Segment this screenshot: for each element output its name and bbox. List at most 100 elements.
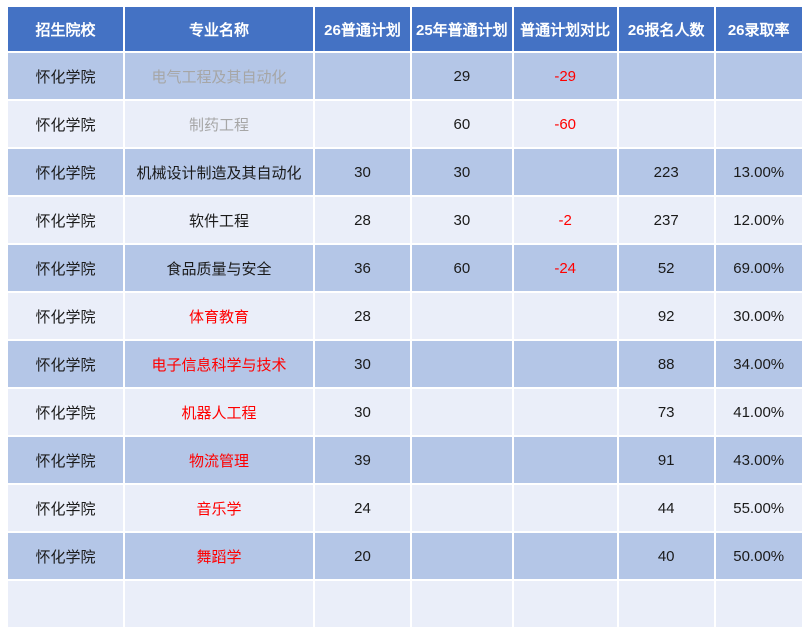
cell-major: 音乐学 <box>125 485 313 531</box>
cell-diff <box>513 437 617 483</box>
cell-diff: -60 <box>513 101 617 147</box>
cell-rate26 <box>715 581 802 627</box>
cell-major: 机器人工程 <box>125 389 313 435</box>
admissions-table-wrapper: 招生院校 专业名称 26普通计划 25年普通计划 普通计划对比 26报名人数 2… <box>6 5 804 629</box>
cell-rate26: 55.00% <box>715 485 802 531</box>
cell-plan25 <box>412 437 512 483</box>
cell-school: 怀化学院 <box>8 197 123 243</box>
cell-diff <box>513 389 617 435</box>
cell-plan26: 20 <box>315 533 410 579</box>
table-body: 怀化学院 电气工程及其自动化 29 -29 怀化学院 制药工程 60 -60 怀化学院 机械设计制… <box>8 53 802 627</box>
header-school: 招生院校 <box>8 7 123 51</box>
cell-plan25 <box>412 341 512 387</box>
cell-diff <box>513 341 617 387</box>
cell-major: 制药工程 <box>125 101 313 147</box>
cell-school: 怀化学院 <box>8 437 123 483</box>
cell-diff <box>513 485 617 531</box>
cell-applicants26 <box>618 53 714 99</box>
admissions-table: 招生院校 专业名称 26普通计划 25年普通计划 普通计划对比 26报名人数 2… <box>6 5 804 629</box>
cell-applicants26: 73 <box>618 389 714 435</box>
cell-plan26: 24 <box>315 485 410 531</box>
cell-plan26 <box>315 581 410 627</box>
cell-plan26: 30 <box>315 341 410 387</box>
cell-school: 怀化学院 <box>8 533 123 579</box>
cell-plan25: 60 <box>412 101 512 147</box>
header-row: 招生院校 专业名称 26普通计划 25年普通计划 普通计划对比 26报名人数 2… <box>8 7 802 51</box>
cell-diff <box>513 581 617 627</box>
table-row: 怀化学院 机器人工程 30 73 41.00% <box>8 389 802 435</box>
cell-school: 怀化学院 <box>8 149 123 195</box>
cell-school: 怀化学院 <box>8 101 123 147</box>
cell-plan26: 30 <box>315 389 410 435</box>
cell-diff: -2 <box>513 197 617 243</box>
cell-major: 电子信息科学与技术 <box>125 341 313 387</box>
cell-school <box>8 581 123 627</box>
cell-plan25 <box>412 485 512 531</box>
table-row: 怀化学院 舞蹈学 20 40 50.00% <box>8 533 802 579</box>
cell-applicants26: 223 <box>618 149 714 195</box>
table-row: 怀化学院 电子信息科学与技术 30 88 34.00% <box>8 341 802 387</box>
table-row: 怀化学院 软件工程 28 30 -2 237 12.00% <box>8 197 802 243</box>
cell-major: 机械设计制造及其自动化 <box>125 149 313 195</box>
table-row-partial <box>8 581 802 627</box>
cell-plan25: 60 <box>412 245 512 291</box>
cell-plan26 <box>315 101 410 147</box>
cell-school: 怀化学院 <box>8 341 123 387</box>
cell-rate26: 41.00% <box>715 389 802 435</box>
cell-major: 电气工程及其自动化 <box>125 53 313 99</box>
cell-rate26: 43.00% <box>715 437 802 483</box>
cell-diff: -29 <box>513 53 617 99</box>
header-diff: 普通计划对比 <box>513 7 617 51</box>
table-row: 怀化学院 机械设计制造及其自动化 30 30 223 13.00% <box>8 149 802 195</box>
cell-plan26: 28 <box>315 197 410 243</box>
cell-plan25: 30 <box>412 149 512 195</box>
cell-rate26: 50.00% <box>715 533 802 579</box>
cell-school: 怀化学院 <box>8 389 123 435</box>
cell-major: 软件工程 <box>125 197 313 243</box>
cell-rate26: 30.00% <box>715 293 802 339</box>
cell-plan26: 30 <box>315 149 410 195</box>
cell-applicants26: 237 <box>618 197 714 243</box>
cell-plan25 <box>412 581 512 627</box>
cell-major: 食品质量与安全 <box>125 245 313 291</box>
header-plan25: 25年普通计划 <box>412 7 512 51</box>
table-row: 怀化学院 电气工程及其自动化 29 -29 <box>8 53 802 99</box>
cell-rate26: 34.00% <box>715 341 802 387</box>
cell-school: 怀化学院 <box>8 53 123 99</box>
cell-rate26: 13.00% <box>715 149 802 195</box>
cell-rate26 <box>715 101 802 147</box>
table-header: 招生院校 专业名称 26普通计划 25年普通计划 普通计划对比 26报名人数 2… <box>8 7 802 51</box>
cell-plan26: 36 <box>315 245 410 291</box>
cell-plan25: 30 <box>412 197 512 243</box>
cell-plan26 <box>315 53 410 99</box>
cell-diff: -24 <box>513 245 617 291</box>
cell-applicants26 <box>618 581 714 627</box>
cell-major <box>125 581 313 627</box>
header-applicants26: 26报名人数 <box>618 7 714 51</box>
cell-applicants26: 92 <box>618 293 714 339</box>
table-row: 怀化学院 体育教育 28 92 30.00% <box>8 293 802 339</box>
cell-plan25 <box>412 389 512 435</box>
cell-applicants26: 40 <box>618 533 714 579</box>
cell-diff <box>513 149 617 195</box>
header-major: 专业名称 <box>125 7 313 51</box>
cell-plan26: 39 <box>315 437 410 483</box>
header-plan26: 26普通计划 <box>315 7 410 51</box>
cell-major: 体育教育 <box>125 293 313 339</box>
cell-applicants26: 52 <box>618 245 714 291</box>
cell-plan25: 29 <box>412 53 512 99</box>
table-row: 怀化学院 食品质量与安全 36 60 -24 52 69.00% <box>8 245 802 291</box>
cell-plan25 <box>412 533 512 579</box>
cell-school: 怀化学院 <box>8 245 123 291</box>
cell-rate26 <box>715 53 802 99</box>
cell-major: 物流管理 <box>125 437 313 483</box>
cell-applicants26: 91 <box>618 437 714 483</box>
cell-diff <box>513 533 617 579</box>
cell-plan25 <box>412 293 512 339</box>
table-row: 怀化学院 音乐学 24 44 55.00% <box>8 485 802 531</box>
header-rate26: 26录取率 <box>715 7 802 51</box>
cell-school: 怀化学院 <box>8 293 123 339</box>
cell-diff <box>513 293 617 339</box>
cell-major: 舞蹈学 <box>125 533 313 579</box>
cell-applicants26 <box>618 101 714 147</box>
